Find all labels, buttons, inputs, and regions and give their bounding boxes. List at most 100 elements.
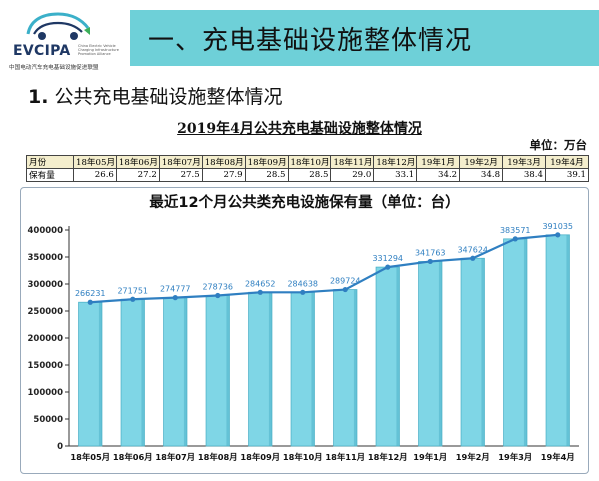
bar xyxy=(460,257,485,447)
series-point xyxy=(512,236,518,242)
table-month-cell: 18年10月 xyxy=(287,155,332,169)
x-tick-label: 19年1月 xyxy=(413,452,447,462)
series-line xyxy=(90,233,558,304)
bar xyxy=(290,291,315,447)
table-month-cell: 19年1月 xyxy=(416,155,461,169)
data-label: 266231 xyxy=(75,289,106,298)
series-point xyxy=(342,286,348,293)
x-tick-label: 18年08月 xyxy=(198,452,238,462)
y-tick-label: 400000 xyxy=(28,226,64,236)
header-bar: 一、充电基础设施整体情况 xyxy=(130,10,599,66)
bar xyxy=(248,291,273,447)
x-tick-label: 18年10月 xyxy=(283,452,323,462)
bar-shade xyxy=(523,238,527,446)
row-header-value: 保有量 xyxy=(26,168,74,182)
series-point xyxy=(470,255,476,261)
x-tick-label: 18年12月 xyxy=(368,452,408,462)
bar xyxy=(78,301,103,447)
data-label: 284652 xyxy=(245,279,276,288)
evcipa-logo: EVCIPA China Electric Vehicle Charging I… xyxy=(0,0,128,78)
bar-shade xyxy=(396,267,400,446)
bar xyxy=(120,298,145,447)
chart-title: 最近12个月公共类充电设施保有量（单位：台） xyxy=(149,193,459,211)
x-tick-label: 18年11月 xyxy=(325,452,365,462)
y-tick-label: 150000 xyxy=(28,361,64,371)
data-label: 331294 xyxy=(372,254,403,263)
series-point xyxy=(555,232,561,238)
bar xyxy=(333,289,358,447)
table-value-cell: 28.5 xyxy=(244,168,289,182)
logo-english-name: China Electric Vehicle Charging Infrastr… xyxy=(78,44,119,56)
table-value-cell: 39.1 xyxy=(544,168,590,182)
data-label: 274777 xyxy=(160,285,191,294)
bar xyxy=(503,238,528,447)
bar-shade xyxy=(311,292,315,446)
section-number: 1. xyxy=(28,86,49,108)
data-label: 347624 xyxy=(457,245,488,254)
bar-shade xyxy=(183,297,187,446)
data-label: 391035 xyxy=(542,222,573,231)
series-point xyxy=(172,295,178,301)
table-value-cell: 27.9 xyxy=(201,168,246,182)
x-tick-label: 18年09月 xyxy=(240,452,280,462)
x-tick-label: 18年07月 xyxy=(155,452,195,462)
series-point xyxy=(427,258,433,265)
data-label: 284638 xyxy=(287,279,318,288)
bar-shade xyxy=(268,292,272,446)
bar xyxy=(418,261,443,447)
x-tick-label: 18年06月 xyxy=(113,452,153,462)
table-month-cell: 18年07月 xyxy=(158,155,203,169)
data-label: 341763 xyxy=(415,248,446,257)
table-value-cell: 29.0 xyxy=(330,168,375,182)
data-label: 278736 xyxy=(202,282,233,291)
unit-label: 单位：万台 xyxy=(529,138,588,152)
bar xyxy=(375,266,400,447)
table-value-cell: 34.8 xyxy=(459,168,504,182)
bar xyxy=(205,295,230,447)
y-tick-label: 250000 xyxy=(28,307,64,317)
table-month-cell: 19年4月 xyxy=(544,155,590,169)
y-tick-label: 350000 xyxy=(28,253,64,263)
bar-shade xyxy=(98,302,102,446)
table-value-cell: 27.2 xyxy=(115,168,160,182)
series-point xyxy=(130,296,136,302)
x-tick-label: 19年4月 xyxy=(541,452,575,462)
table-month-cell: 18年08月 xyxy=(201,155,246,169)
table-value-cell: 38.4 xyxy=(502,168,546,182)
section-heading: 1. 公共充电基础设施整体情况 xyxy=(28,82,283,109)
bar-shade xyxy=(481,258,485,446)
table-month-cell: 18年12月 xyxy=(373,155,418,169)
page-title: 一、充电基础设施整体情况 xyxy=(148,25,473,56)
data-label: 383571 xyxy=(500,226,531,235)
bar xyxy=(545,234,570,447)
y-tick-label: 300000 xyxy=(28,280,64,290)
section-title: 公共充电基础设施整体情况 xyxy=(54,86,283,108)
y-tick-label: 200000 xyxy=(28,334,64,344)
bar xyxy=(163,297,188,447)
bar-shade xyxy=(141,299,145,446)
car-plug-icon xyxy=(26,12,90,40)
row-header-month: 月份 xyxy=(26,155,74,169)
table-value-row: 保有量 26.6 27.2 27.5 27.9 28.5 28.5 29.0 33.1 34.2… xyxy=(26,168,590,182)
data-label: 289724 xyxy=(330,277,361,286)
y-tick-label: 0 xyxy=(57,442,63,452)
chart-frame: 最近12个月公共类充电设施保有量（单位：台） 0 50000 100000 150000… xyxy=(20,187,589,474)
table-value-cell: 33.1 xyxy=(373,168,418,182)
y-tick-label: 100000 xyxy=(28,388,64,398)
bar-shade xyxy=(438,261,442,446)
bar-shade xyxy=(353,289,357,446)
table-month-cell: 19年2月 xyxy=(459,155,504,169)
logo-chinese-name: 中国电动汽车充电基础设施促进联盟 xyxy=(9,65,99,71)
summary-table: 月份 18年05月 18年06月 18年07月 18年08月 18年09月 18年10月 1… xyxy=(26,155,590,182)
table-value-cell: 27.5 xyxy=(158,168,203,182)
table-title: 2019年4月公共充电基础设施整体情况 xyxy=(177,121,422,137)
table-month-cell: 18年11月 xyxy=(330,155,375,169)
table-header-row: 月份 18年05月 18年06月 18年07月 18年08月 18年09月 18年10月 1… xyxy=(26,155,590,169)
series-point xyxy=(385,264,391,270)
table-value-cell: 26.6 xyxy=(73,168,117,182)
logo-wordmark: EVCIPA xyxy=(13,43,71,59)
x-tick-label: 19年2月 xyxy=(456,452,490,462)
x-tick-label: 19年3月 xyxy=(498,452,532,462)
table-month-cell: 19年3月 xyxy=(502,155,546,169)
x-tick-label: 18年05月 xyxy=(70,452,110,462)
